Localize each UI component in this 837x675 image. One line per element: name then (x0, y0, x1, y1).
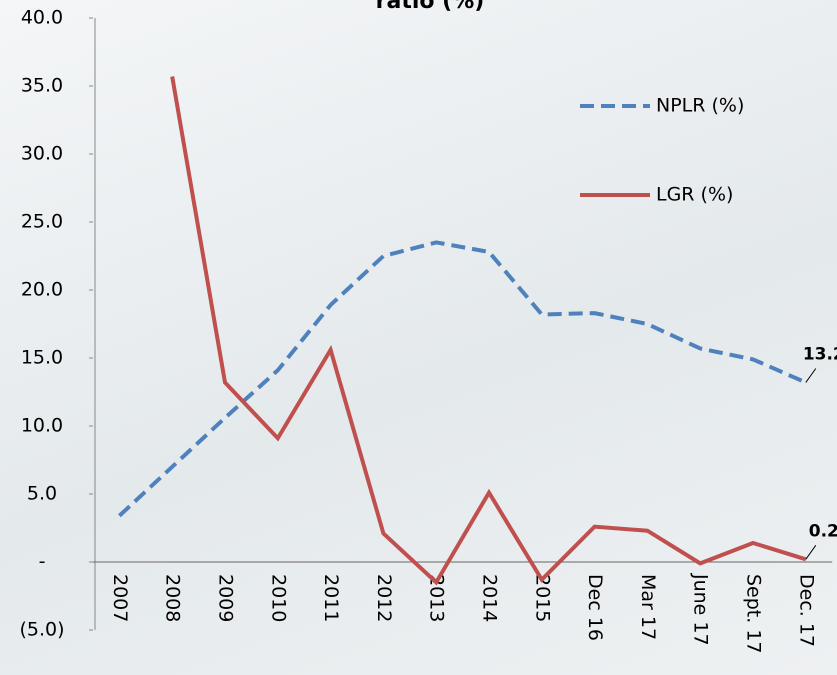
x-tick-label: Dec. 17 (795, 574, 817, 647)
x-tick-label: Sept. 17 (743, 574, 765, 654)
label-leader (806, 545, 816, 559)
x-tick-label: 2007 (109, 574, 131, 622)
y-tick-label: 20.0 (21, 279, 63, 301)
series-line (119, 242, 805, 515)
y-tick-label: 30.0 (21, 143, 63, 165)
x-tick-label: 2011 (320, 574, 342, 622)
y-tick-label: 40.0 (21, 7, 63, 29)
x-tick-label: 2014 (479, 574, 501, 622)
label-leader (806, 368, 816, 382)
x-tick-label: Dec 16 (584, 574, 606, 641)
y-tick-label: - (39, 551, 46, 573)
legend-label: LGR (%) (656, 184, 733, 206)
y-tick-label: 15.0 (21, 347, 63, 369)
x-tick-label: 2012 (373, 574, 395, 622)
y-tick-label: 10.0 (21, 415, 63, 437)
y-tick-label: 35.0 (21, 75, 63, 97)
x-tick-label: June 17 (690, 573, 712, 646)
y-tick-label: 25.0 (21, 211, 63, 233)
series-line (172, 76, 806, 582)
y-tick-label: (5.0) (19, 619, 64, 641)
y-tick-label: 5.0 (27, 483, 57, 505)
x-tick-label: 2010 (267, 574, 289, 622)
x-tick-label: 2009 (215, 574, 237, 622)
x-tick-label: 2008 (162, 574, 184, 622)
x-tick-label: Mar 17 (637, 574, 659, 640)
chart: ratio (%) (5.0) - 5.0 10.0 15.0 20.0 25.0 30.0 3… (0, 0, 837, 675)
legend-label: NPLR (%) (656, 95, 744, 117)
chart-title: ratio (%) (376, 0, 485, 14)
data-label: 13.2 (803, 344, 837, 364)
data-label: 0.2 (809, 521, 837, 541)
